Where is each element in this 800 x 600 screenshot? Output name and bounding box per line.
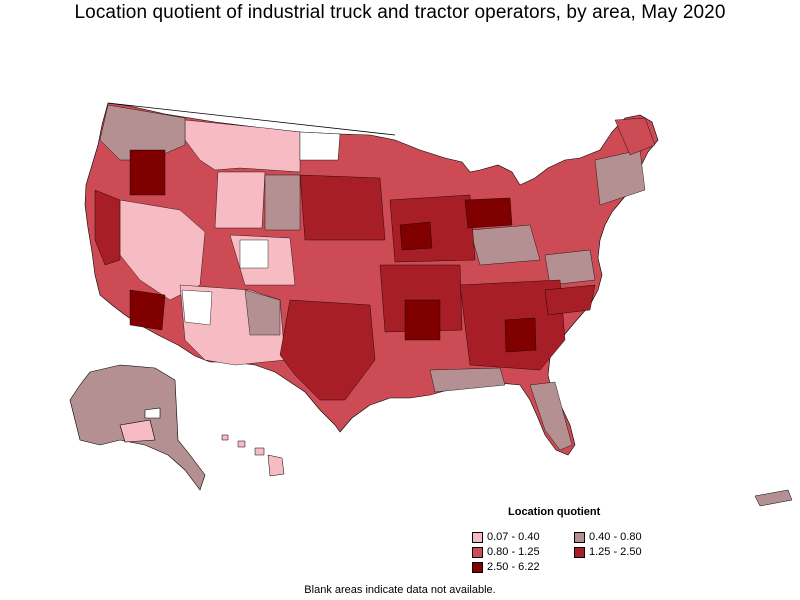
legend-item-2: 0.40 - 0.80 — [574, 531, 642, 543]
area-great-plains[interactable] — [299, 174, 386, 241]
area-hawaii-big-island[interactable] — [267, 454, 285, 477]
area-ohio-valley[interactable] — [469, 224, 541, 266]
area-texas[interactable] — [279, 299, 376, 401]
region-band-high — [94, 117, 656, 451]
area-georgia-core[interactable] — [504, 317, 537, 353]
legend-label: 0.40 - 0.80 — [589, 531, 642, 543]
area-north-dakota-nodata[interactable] — [299, 131, 341, 161]
area-virginia[interactable] — [544, 249, 596, 286]
area-new-england[interactable] — [594, 149, 646, 206]
area-utah-nodata[interactable] — [239, 239, 269, 269]
area-hawaii-maui[interactable] — [254, 447, 265, 456]
legend-swatch — [574, 546, 585, 558]
area-hawaii-kauai[interactable] — [221, 434, 229, 441]
area-socal[interactable] — [129, 289, 166, 331]
region-band-mid — [99, 104, 646, 393]
legend-item-3: 0.80 - 1.25 — [472, 546, 540, 558]
puerto-rico — [754, 489, 793, 507]
legend-swatch — [472, 561, 483, 573]
legend-item-5: 2.50 - 6.22 — [472, 561, 540, 573]
legend-label: 1.25 - 2.50 — [589, 546, 642, 558]
area-gulf-coast[interactable] — [429, 367, 506, 393]
alaska — [69, 364, 206, 491]
area-carolinas[interactable] — [544, 284, 596, 316]
legend-label: 2.50 - 6.22 — [487, 561, 540, 573]
area-ozarks-south[interactable] — [379, 264, 463, 333]
area-mississippi-delta[interactable] — [404, 299, 441, 341]
map-title: Location quotient of industrial truck an… — [74, 2, 726, 23]
area-puerto-rico[interactable] — [754, 489, 793, 507]
area-wyoming-east[interactable] — [264, 174, 301, 231]
legend-swatch — [472, 531, 483, 543]
legend-label: 0.07 - 0.40 — [487, 531, 540, 543]
area-montana-idaho[interactable] — [184, 119, 301, 173]
footnote: Blank areas indicate data not available. — [304, 584, 496, 596]
area-new-mexico-west[interactable] — [244, 289, 281, 336]
legend-swatch — [472, 546, 483, 558]
area-indiana-ohio[interactable] — [464, 197, 513, 229]
area-az-nodata[interactable] — [181, 289, 213, 326]
area-alaska-nodata[interactable] — [144, 407, 161, 419]
legend-item-4: 1.25 - 2.50 — [574, 546, 642, 558]
area-alaska-south[interactable] — [119, 419, 156, 443]
legend-label: 0.80 - 1.25 — [487, 546, 540, 558]
legend-item-1: 0.07 - 0.40 — [472, 531, 540, 543]
hawaii — [221, 434, 285, 477]
border-line — [107, 102, 396, 136]
area-california-inland[interactable] — [94, 189, 121, 266]
area-florida[interactable] — [529, 381, 573, 451]
area-iowa-core[interactable] — [399, 221, 433, 251]
area-oregon-central[interactable] — [129, 149, 166, 196]
area-wyoming[interactable] — [214, 171, 266, 229]
area-hawaii-oahu[interactable] — [237, 440, 246, 448]
legend-title: Location quotient — [508, 506, 601, 518]
area-maine[interactable] — [614, 117, 656, 156]
legend-swatch — [574, 531, 585, 543]
